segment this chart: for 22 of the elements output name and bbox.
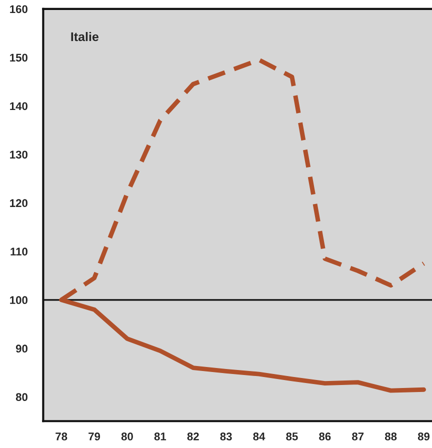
x-tick-label: 85 (286, 432, 298, 440)
x-tick-label: 81 (154, 432, 166, 440)
x-tick-label: 82 (187, 432, 199, 440)
y-tick-label: 160 (10, 5, 28, 14)
y-tick-label: 100 (10, 296, 28, 304)
x-tick-label: 86 (319, 432, 331, 440)
x-tick-label: 84 (253, 432, 266, 440)
y-tick-label: 90 (16, 344, 28, 353)
y-tick-label: 150 (10, 54, 28, 62)
x-tick-label: 88 (384, 432, 397, 440)
x-tick-label: 89 (418, 432, 430, 440)
x-tick-label: 83 (220, 432, 232, 440)
y-tick-label: 80 (16, 393, 28, 402)
y-tick-label: 140 (10, 102, 28, 110)
annotation: Italie (71, 32, 98, 42)
x-tick-label: 79 (88, 432, 100, 440)
x-tick-label: 78 (56, 432, 68, 440)
x-tick-label: 80 (121, 432, 133, 440)
x-tick-label: 87 (352, 432, 364, 440)
y-tick-label: 110 (10, 248, 28, 256)
y-tick-label: 130 (10, 150, 28, 159)
y-tick-label: 120 (10, 199, 28, 208)
